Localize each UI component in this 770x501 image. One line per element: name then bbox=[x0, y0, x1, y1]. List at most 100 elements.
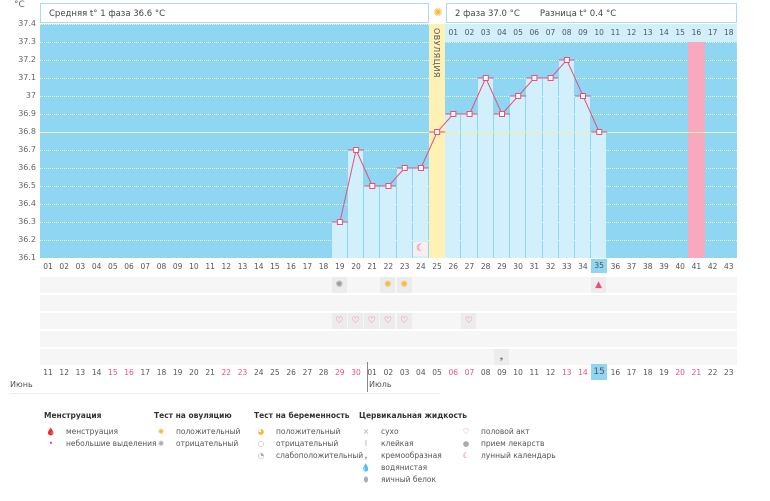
phase2-day-label: 02 bbox=[464, 28, 475, 37]
cycle-day-label: 31 bbox=[529, 262, 540, 271]
phase2-day-label: 17 bbox=[707, 28, 718, 37]
date-label: 01 bbox=[367, 368, 377, 377]
cycle-day-label: 03 bbox=[75, 262, 86, 271]
temperature-bar bbox=[364, 186, 380, 258]
legend-group: Тест на беременность ◕ положительный ○ отриц… bbox=[254, 410, 363, 486]
ovulation-test-negative-icon[interactable]: ✺ bbox=[331, 277, 347, 293]
cycle-day-label: 40 bbox=[675, 262, 685, 271]
cycle-day-label: 13 bbox=[237, 262, 248, 271]
temperature-point[interactable] bbox=[353, 147, 360, 153]
creamy-icon: ❟ bbox=[364, 451, 368, 460]
legend-item: ☾ лунный календарь bbox=[459, 450, 569, 462]
temperature-bar bbox=[542, 78, 558, 258]
heart-icon[interactable]: ♡ bbox=[331, 313, 347, 329]
heart-icon[interactable]: ♡ bbox=[364, 313, 380, 329]
gridline bbox=[40, 114, 737, 115]
cycle-day-label: 02 bbox=[59, 262, 69, 271]
y-tick-label: 36.7 bbox=[18, 145, 36, 154]
phase2-day-label: 11 bbox=[610, 28, 621, 37]
date-label: 21 bbox=[691, 368, 702, 377]
menstruation-icon[interactable]: ▲ bbox=[591, 277, 607, 293]
temperature-point[interactable] bbox=[450, 111, 457, 117]
temperature-point[interactable] bbox=[434, 129, 441, 135]
cycle-day-label: 36 bbox=[610, 262, 621, 271]
legend-label: менструация bbox=[66, 427, 118, 436]
ovulation-test-positive-icon[interactable]: ✺ bbox=[380, 277, 396, 293]
temperature-point[interactable] bbox=[401, 165, 408, 171]
y-tick-label: 36.6 bbox=[18, 163, 36, 172]
temperature-bar bbox=[461, 114, 477, 258]
creamy-icon[interactable]: ❟ bbox=[493, 349, 509, 365]
legend-item: ✺ положительный bbox=[154, 426, 254, 438]
temperature-point[interactable] bbox=[369, 183, 376, 189]
gridline bbox=[40, 258, 737, 259]
cycle-day-label: 18 bbox=[318, 262, 329, 271]
gridline bbox=[40, 78, 737, 79]
marker-row bbox=[40, 349, 737, 365]
watery-icon: 💧 bbox=[361, 463, 371, 472]
heart-icon[interactable]: ♡ bbox=[380, 313, 396, 329]
legend-label: положительный bbox=[276, 427, 341, 436]
cycle-day-label: 06 bbox=[124, 262, 134, 271]
cycle-day-label: 14 bbox=[253, 262, 264, 271]
cycle-day-label: 41 bbox=[691, 262, 702, 271]
y-tick-label: 37.2 bbox=[18, 55, 36, 64]
date-label: 22 bbox=[707, 368, 718, 377]
legend-item: ◕ положительный bbox=[254, 426, 359, 438]
pregnancy-negative-icon: ○ bbox=[257, 439, 265, 448]
moon-icon: ☾ bbox=[412, 242, 428, 256]
temperature-point[interactable] bbox=[417, 165, 424, 171]
phase2-day-label: 10 bbox=[594, 28, 604, 37]
temperature-point[interactable] bbox=[385, 183, 392, 189]
temperature-point[interactable] bbox=[466, 111, 473, 117]
date-label: 06 bbox=[448, 368, 459, 377]
temperature-bar bbox=[591, 132, 607, 258]
temp-difference: Разница t° 0.4 °C bbox=[539, 9, 617, 19]
legend-group: ♡ половой акт ● прием лекарств ☾ лунный кален… bbox=[459, 410, 569, 486]
date-label: 30 bbox=[351, 368, 361, 377]
date-label: 15 bbox=[108, 368, 118, 377]
heart-icon[interactable]: ♡ bbox=[347, 313, 363, 329]
cycle-day-label: 35 bbox=[591, 259, 608, 273]
phase2-day-label: 12 bbox=[626, 28, 637, 37]
date-label: 13 bbox=[75, 368, 86, 377]
legend-label: слабоположительный bbox=[276, 451, 364, 460]
month-july: Июль bbox=[369, 380, 392, 389]
temperature-bar bbox=[347, 150, 364, 258]
temperature-point[interactable] bbox=[563, 57, 570, 63]
month-june: Июнь bbox=[10, 380, 33, 389]
marker-row bbox=[40, 295, 737, 311]
date-label: 29 bbox=[334, 368, 345, 377]
temperature-point[interactable] bbox=[482, 75, 489, 81]
date-label: 20 bbox=[675, 368, 685, 377]
legend-group: Тест на овуляцию ✺ положительный ✺ отрицател… bbox=[154, 410, 254, 486]
date-label: 23 bbox=[724, 368, 734, 377]
ovulation-test-positive-icon[interactable]: ✺ bbox=[396, 277, 412, 293]
y-tick-label: 36.2 bbox=[18, 235, 36, 244]
cycle-day-label: 33 bbox=[561, 262, 572, 271]
temperature-point[interactable] bbox=[336, 219, 343, 225]
cycle-day-label: 39 bbox=[659, 262, 669, 271]
temperature-point[interactable] bbox=[498, 111, 505, 117]
temperature-point[interactable] bbox=[547, 75, 554, 81]
phase2-day-label: 08 bbox=[561, 28, 572, 37]
legend: Менструация 🩸 менструация • небольшие выделе… bbox=[44, 410, 569, 486]
heart-icon[interactable]: ♡ bbox=[461, 313, 477, 329]
legend-label: отрицательный bbox=[276, 439, 339, 448]
sun-icon: ✺ bbox=[430, 3, 446, 23]
date-label: 18 bbox=[642, 368, 653, 377]
cycle-day-label: 43 bbox=[724, 262, 734, 271]
heart-icon[interactable]: ♡ bbox=[396, 313, 412, 329]
phase2-day-label: 01 bbox=[448, 28, 459, 37]
temperature-point[interactable] bbox=[531, 75, 538, 81]
temperature-point[interactable] bbox=[515, 93, 522, 99]
legend-label: кремообразная bbox=[381, 451, 442, 460]
temperature-point[interactable] bbox=[580, 93, 587, 99]
legend-label: отрицательный bbox=[176, 439, 239, 448]
date-label: 11 bbox=[529, 368, 540, 377]
cycle-day-label: 29 bbox=[497, 262, 507, 271]
legend-item: ● прием лекарств bbox=[459, 438, 569, 450]
drop-small-icon: • bbox=[48, 439, 54, 448]
temperature-point[interactable] bbox=[596, 129, 603, 135]
